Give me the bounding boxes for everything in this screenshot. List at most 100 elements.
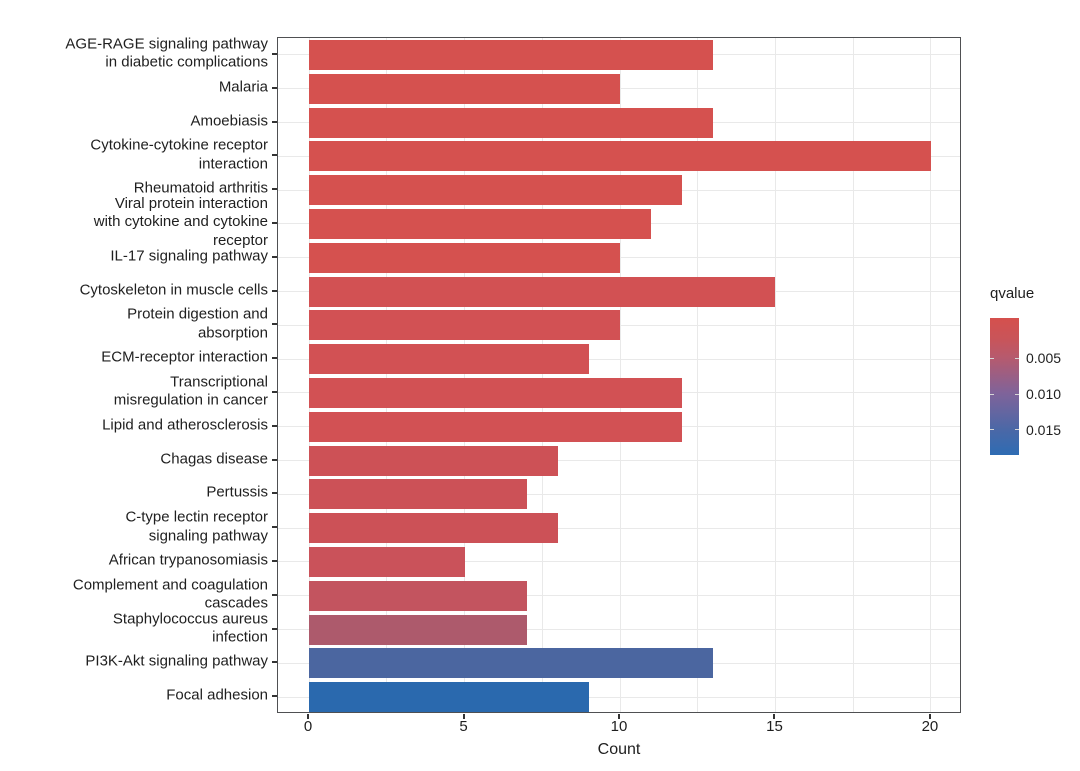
gridline-vertical [774,38,776,712]
plot-panel [277,37,961,713]
y-tick-mark [272,526,277,529]
gridline-horizontal [278,629,960,630]
bar [309,175,683,206]
category-label: Cytokine-cytokine receptor interaction [90,136,268,173]
category-label: AGE-RAGE signaling pathway in diabetic c… [65,35,268,71]
y-tick-mark [272,52,277,55]
gridline-vertical [464,38,466,712]
bar [309,377,683,408]
bar [309,276,776,307]
y-tick-mark [272,593,277,596]
bar [309,445,558,476]
x-tick-label: 15 [766,718,783,735]
x-tick-label: 20 [921,718,939,735]
x-tick-label: 10 [610,718,628,735]
x-tick-mark [307,714,310,719]
y-tick-mark [272,458,277,461]
category-label: African trypanosomiasis [108,551,268,569]
category-label: Transcriptional misregulation in cancer [113,373,268,409]
bar [309,73,620,104]
gridline-vertical [386,38,388,712]
category-label: Lipid and atherosclerosis [102,416,268,434]
category-label: C-type lectin receptor signaling pathway [125,508,268,545]
category-label: IL-17 signaling pathway [110,247,268,265]
gridline-vertical [697,38,699,712]
y-tick-mark [272,695,277,698]
y-tick-mark [272,120,277,123]
gridline-vertical [930,38,932,712]
gridline-horizontal [278,460,960,461]
category-label: Malaria [218,78,268,96]
bar [309,310,620,341]
category-label: Chagas disease [160,450,268,468]
y-tick-mark [272,661,277,664]
legend-tick-mark [1015,429,1019,431]
x-tick-label: 0 [303,718,313,735]
bar [309,513,558,544]
category-label: Pertussis [206,484,268,501]
bar [309,682,589,713]
category-label: PI3K-Akt signaling pathway [85,653,268,670]
category-label: Protein digestion and absorption [127,305,268,342]
bar [309,546,465,577]
y-tick-mark [272,357,277,360]
category-label: ECM-receptor interaction [101,348,268,366]
y-tick-mark [272,627,277,630]
bar [309,479,527,510]
category-label: Rheumatoid arthritis [133,179,268,197]
legend-tick-mark [1015,393,1019,395]
bar [309,411,683,442]
y-tick-mark [272,154,277,157]
legend-tick-mark [990,357,994,359]
x-axis-title: Count [597,741,641,758]
category-label: Cytoskeleton in muscle cells [79,281,268,299]
legend-tick-mark [990,429,994,431]
y-tick-mark [272,255,277,258]
y-tick-mark [272,323,277,326]
legend-tick-mark [990,393,994,395]
bar [309,242,620,273]
gridline-horizontal [278,358,960,360]
category-label: Focal adhesion [166,686,268,704]
x-tick-mark [618,714,620,719]
legend-title: qvalue [990,285,1035,302]
gridline-vertical [619,38,621,712]
bar [309,208,652,239]
gridline-vertical [308,38,310,712]
y-tick-mark [272,492,277,495]
y-tick-mark [272,289,277,292]
gridline-horizontal [278,561,960,563]
bar [309,344,589,375]
x-tick-label: 5 [459,718,468,735]
x-tick-mark [928,714,931,719]
y-tick-mark [272,86,277,89]
y-tick-mark [272,188,277,191]
legend-tick-mark [1015,357,1019,359]
colorbar-gradient [990,318,1019,455]
category-label: Amoebiasis [190,112,268,130]
gridline-vertical [541,38,543,712]
gridline-horizontal [278,595,960,597]
bar [309,107,714,138]
x-tick-mark [773,714,776,719]
category-label: Complement and coagulation cascades [72,576,268,612]
y-tick-mark [272,424,277,427]
bar [309,580,527,611]
x-tick-mark [462,714,465,719]
bar [309,39,714,70]
legend-tick-label: 0.010 [1026,386,1062,403]
legend-tick-label: 0.005 [1026,350,1062,366]
legend-tick-label: 0.015 [1026,421,1062,438]
bar [309,648,714,679]
gridline-vertical [852,38,854,712]
category-label: Viral protein interaction with cytokine … [93,195,268,250]
y-tick-mark [272,559,277,562]
gridline-horizontal [278,527,960,529]
bar [309,614,527,645]
gridline-horizontal [278,696,960,698]
y-tick-mark [272,390,277,393]
category-label: Staphylococcus aureus infection [112,609,268,646]
y-tick-mark [272,221,277,224]
gridline-horizontal [278,493,960,495]
